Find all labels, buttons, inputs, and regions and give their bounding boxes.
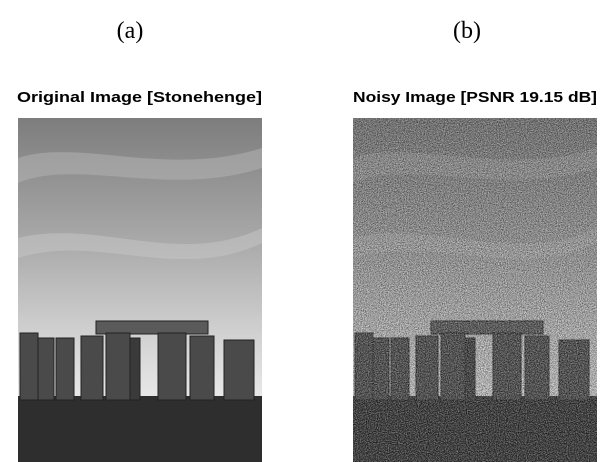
figure: (a) (b) Original Image [Stonehenge] Nois… xyxy=(0,0,601,462)
panel-title: Noisy Image [PSNR 19.15 dB] xyxy=(353,89,597,106)
panel-label: (b) xyxy=(453,18,481,44)
original-image xyxy=(18,118,262,462)
noisy-image xyxy=(353,118,597,462)
panel-title: Original Image [Stonehenge] xyxy=(17,89,262,106)
panel-label: (a) xyxy=(117,18,144,44)
